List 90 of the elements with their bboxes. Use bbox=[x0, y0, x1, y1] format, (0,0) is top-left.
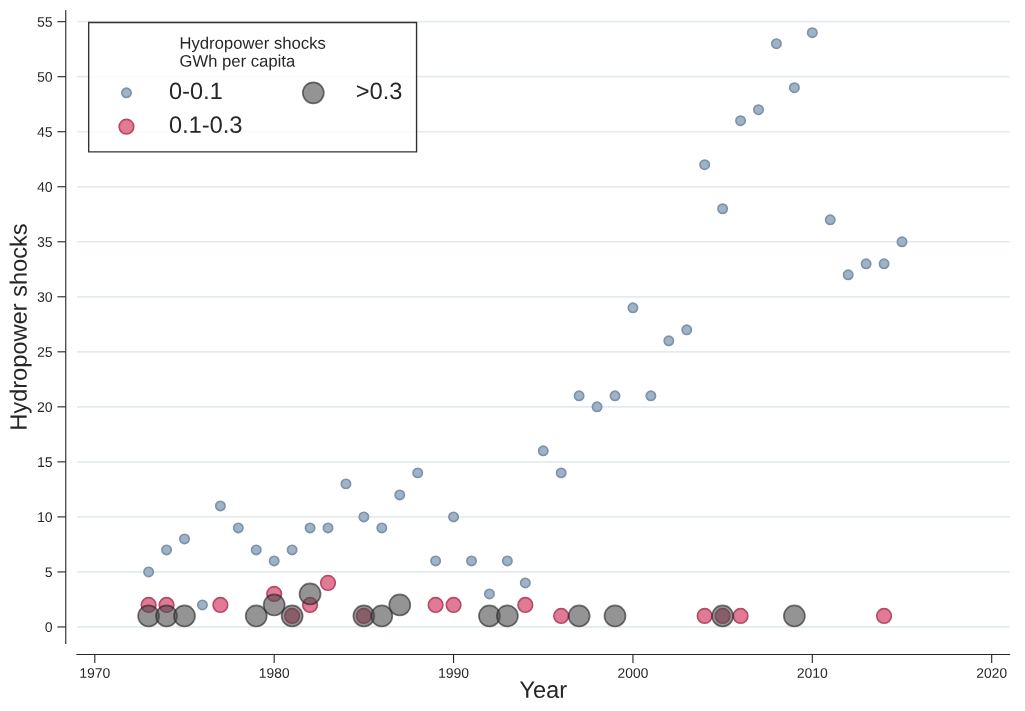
y-axis-title: Hydropower shocks bbox=[9, 224, 32, 429]
point bbox=[896, 236, 908, 248]
point bbox=[842, 269, 854, 281]
point bbox=[783, 604, 806, 628]
y-tick-label: 5 bbox=[45, 567, 52, 578]
y-tick-label: 25 bbox=[37, 347, 52, 357]
point bbox=[319, 574, 337, 592]
point bbox=[732, 607, 749, 625]
point bbox=[567, 604, 591, 628]
point bbox=[555, 467, 567, 479]
point bbox=[627, 302, 639, 314]
point bbox=[304, 522, 316, 534]
point bbox=[573, 390, 585, 402]
point bbox=[301, 596, 319, 614]
point bbox=[735, 115, 747, 127]
point bbox=[394, 489, 406, 501]
point bbox=[788, 82, 800, 94]
point bbox=[244, 604, 268, 628]
y-tick-label: 50 bbox=[37, 72, 53, 82]
point bbox=[517, 596, 534, 614]
point bbox=[878, 258, 890, 270]
point bbox=[340, 478, 352, 490]
point bbox=[591, 401, 603, 413]
y-tick-label: 55 bbox=[37, 17, 52, 27]
point bbox=[430, 555, 442, 567]
point bbox=[663, 335, 675, 347]
point bbox=[537, 445, 549, 457]
x-tick-label: 2010 bbox=[797, 668, 828, 678]
x-tick-label: 1970 bbox=[80, 668, 110, 678]
point bbox=[770, 38, 782, 50]
point bbox=[232, 522, 244, 534]
legend-label: >0.3 bbox=[356, 82, 402, 100]
point bbox=[645, 390, 657, 402]
x-axis-title: Year bbox=[519, 681, 567, 699]
point bbox=[824, 214, 836, 226]
point bbox=[553, 607, 570, 625]
y-tick-label: 10 bbox=[38, 512, 53, 523]
point bbox=[196, 599, 208, 611]
y-tick-label: 40 bbox=[37, 182, 53, 192]
point bbox=[173, 604, 196, 628]
x-tick-label: 1980 bbox=[259, 668, 290, 678]
point bbox=[875, 607, 893, 625]
point bbox=[370, 604, 394, 628]
legend-label: 0-0.1 bbox=[169, 82, 222, 100]
point bbox=[466, 555, 477, 567]
point bbox=[501, 555, 513, 567]
point bbox=[286, 544, 298, 556]
legend-label: 0.1-0.3 bbox=[169, 116, 242, 134]
point bbox=[322, 522, 334, 534]
x-tick-label: 1990 bbox=[439, 668, 469, 678]
point bbox=[412, 467, 424, 479]
point bbox=[483, 588, 495, 600]
point bbox=[806, 27, 818, 39]
x-tick-label: 2000 bbox=[618, 668, 648, 678]
point bbox=[266, 585, 283, 603]
point bbox=[158, 596, 175, 614]
point bbox=[860, 258, 872, 270]
y-tick-label: 35 bbox=[37, 237, 52, 247]
point bbox=[268, 555, 280, 567]
y-tick-label: 0 bbox=[45, 622, 53, 633]
point bbox=[214, 500, 226, 512]
point bbox=[753, 104, 764, 116]
point bbox=[212, 596, 229, 614]
point bbox=[496, 604, 519, 628]
point bbox=[445, 596, 462, 614]
point bbox=[681, 324, 693, 336]
point bbox=[250, 544, 262, 556]
point bbox=[388, 593, 412, 617]
point bbox=[717, 203, 729, 215]
y-tick-label: 15 bbox=[38, 457, 52, 468]
point bbox=[603, 604, 627, 628]
point bbox=[143, 566, 155, 578]
point bbox=[358, 511, 370, 523]
point bbox=[609, 390, 621, 402]
point bbox=[140, 596, 157, 614]
point bbox=[161, 544, 173, 556]
y-tick-label: 20 bbox=[37, 402, 53, 413]
y-tick-label: 30 bbox=[37, 292, 53, 302]
point bbox=[519, 577, 531, 589]
point bbox=[262, 593, 286, 617]
legend-title: Hydropower shocks GWh per capita bbox=[180, 36, 326, 71]
point bbox=[696, 607, 713, 625]
point bbox=[179, 533, 190, 545]
point bbox=[376, 522, 388, 534]
point bbox=[699, 159, 711, 171]
point bbox=[298, 582, 322, 606]
x-tick-label: 2020 bbox=[976, 668, 1007, 678]
y-tick-label: 45 bbox=[37, 127, 52, 137]
point bbox=[427, 596, 444, 614]
point bbox=[448, 511, 460, 523]
